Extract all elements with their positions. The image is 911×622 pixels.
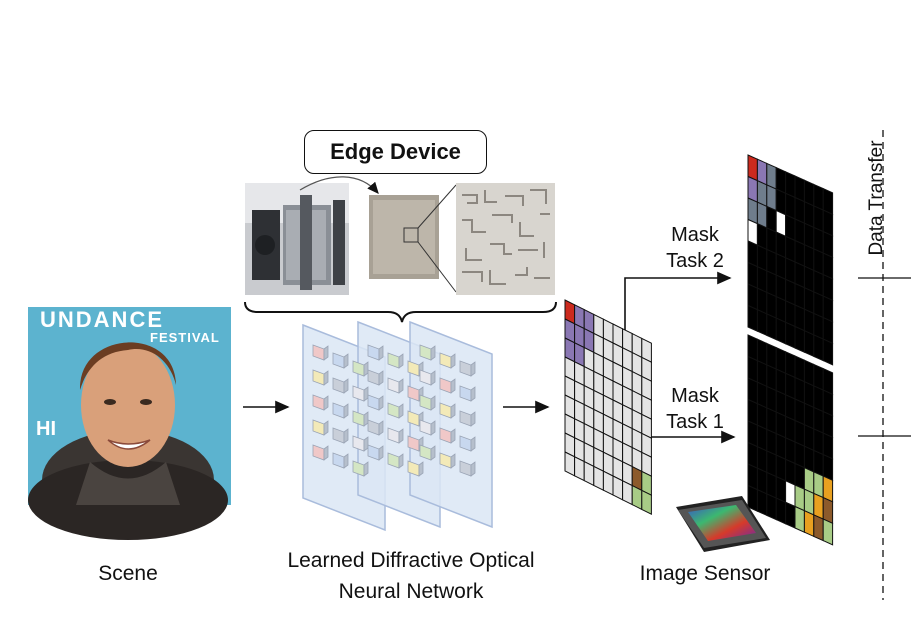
diffractive-cube-side (398, 453, 404, 469)
brace-icon (244, 301, 557, 323)
edge-device-title: Edge Device (330, 139, 461, 164)
scene-backdrop-text-1: UNDANCE (40, 307, 164, 332)
diffractive-cube-side (343, 378, 349, 394)
diffractive-cube-side (470, 436, 476, 452)
sensor-chip-icon (676, 496, 770, 552)
grid-cell (775, 497, 787, 525)
diffractive-cube-side (450, 378, 456, 394)
diffractive-cube-side (363, 436, 369, 452)
edge-device-box: Edge Device (304, 130, 487, 174)
grid-cell (756, 488, 768, 517)
grid-cell (574, 455, 585, 482)
grid-cell (766, 493, 777, 521)
diffractive-cube-side (398, 403, 404, 419)
diffractive-cube-side (323, 345, 329, 361)
sensor-output-grid (564, 299, 652, 516)
diffractive-cube-side (450, 428, 456, 444)
donn-layers (302, 320, 493, 532)
diffractive-cube-side (450, 403, 456, 419)
diffractive-cube-side (323, 420, 329, 436)
grid-cell (593, 465, 604, 492)
diffractive-cube-side (470, 411, 476, 427)
grid-cell (641, 489, 652, 516)
grid-cell (583, 460, 595, 487)
grid-cell (612, 475, 624, 501)
grid-cell (794, 505, 805, 533)
scene-label: Scene (98, 562, 158, 585)
mask-task1-line1: Mask (671, 385, 719, 407)
donn-label-line1: Learned Diffractive Optical (287, 549, 535, 572)
grid-cell (794, 325, 805, 353)
data-transfer-label: Data Transfer (866, 140, 887, 256)
mask-grid-task2 (747, 154, 834, 366)
mask-task1-line2: Task 1 (666, 411, 724, 433)
diffractive-cube-side (343, 453, 349, 469)
mask-task2-line1: Mask (671, 224, 719, 246)
diffractive-cube-side (363, 461, 369, 477)
diffractive-cube-side (470, 461, 476, 477)
diffractive-cube-side (363, 386, 369, 402)
diffractive-cube-side (470, 361, 476, 377)
diffractive-cube-side (398, 378, 404, 394)
edge-device-photos (245, 176, 555, 295)
grid-cell (803, 509, 815, 538)
diffractive-cube-side (378, 345, 384, 361)
scene-backdrop-text-3: HI (36, 418, 56, 440)
grid-cell (747, 304, 758, 332)
diffractive-cube-side (398, 353, 404, 369)
diffractive-cube-side (378, 370, 384, 386)
diffractive-cube-side (398, 428, 404, 444)
microstructure-photo (456, 183, 555, 295)
diffractive-cube-side (450, 453, 456, 469)
grid-cell (775, 317, 787, 345)
diffractive-cube-side (430, 420, 436, 436)
arrow-task2-icon (624, 271, 732, 338)
donn-label: Learned Diffractive Optical Neural Netwo… (255, 545, 567, 607)
diffractive-cube-side (418, 461, 424, 477)
diffractive-cube-side (470, 386, 476, 402)
diffractive-cube-side (450, 353, 456, 369)
diffractive-cube-side (343, 428, 349, 444)
grid-cell (622, 479, 633, 506)
diffractive-cube-side (430, 445, 436, 461)
mask-grid-task1 (747, 334, 834, 546)
diffractive-cube-side (378, 395, 384, 411)
diffractive-cube-side (323, 445, 329, 461)
diffractive-cube-side (378, 420, 384, 436)
donn-label-line2: Neural Network (338, 580, 484, 603)
grid-cell (747, 484, 758, 512)
image-sensor-label: Image Sensor (639, 562, 771, 585)
mask-task1-label: Mask Task 1 (650, 383, 740, 435)
mask-task2-line2: Task 2 (666, 250, 724, 272)
grid-cell (813, 514, 824, 542)
grid-cell (631, 484, 643, 511)
scene-photo (28, 307, 231, 540)
grid-cell (822, 518, 834, 546)
diffractive-cube-side (343, 353, 349, 369)
diffractive-cube-side (430, 395, 436, 411)
grid-cell (803, 329, 815, 358)
grid-cell (813, 334, 824, 362)
diffractive-cube-side (430, 345, 436, 361)
diffractive-cube-side (378, 445, 384, 461)
diffractive-cube-side (430, 370, 436, 386)
mask-task2-label: Mask Task 2 (650, 222, 740, 274)
grid-cell (564, 451, 576, 477)
grid-cell (785, 501, 796, 529)
diffractive-cube-side (343, 403, 349, 419)
grid-cell (756, 308, 768, 337)
diffractive-cube-side (323, 370, 329, 386)
diffractive-cube-side (363, 361, 369, 377)
grid-cell (785, 321, 796, 349)
scene-backdrop-text-2: FESTIVAL (150, 330, 220, 345)
grid-cell (822, 338, 834, 366)
grid-cell (766, 313, 777, 341)
grid-cell (602, 470, 614, 496)
diffractive-cube-side (323, 395, 329, 411)
diffractive-cube-side (363, 411, 369, 427)
